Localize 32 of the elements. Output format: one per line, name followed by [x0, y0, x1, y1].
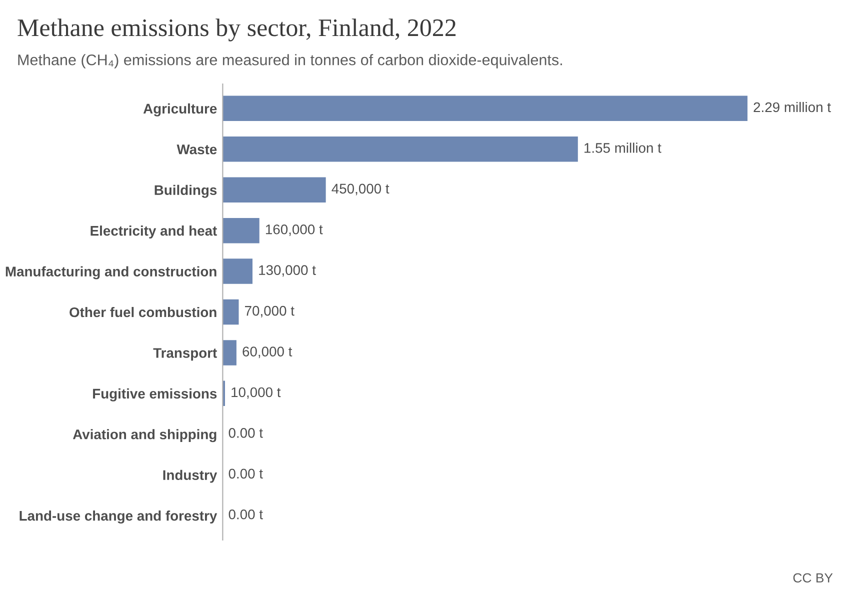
text: CC BY — [793, 573, 833, 583]
bar — [222, 340, 236, 366]
data-label: 0.00 t — [228, 509, 263, 520]
data-label: 70,000 t — [245, 306, 294, 318]
y-tick-label: Agriculture — [143, 103, 217, 116]
y-tick-label: Transport — [153, 348, 217, 361]
y-tick-label: Industry — [163, 470, 218, 483]
bar — [222, 258, 252, 284]
y-tick-label: Aviation and shipping — [72, 429, 216, 442]
data-label: 10,000 t — [232, 387, 281, 399]
data-label: 160,000 t — [266, 224, 323, 236]
data-label: 130,000 t — [259, 265, 316, 277]
data-label: 0.00 t — [228, 428, 263, 438]
chart-subtitle: Methane (CH₄) emissions are measured in tonnes of carbon dioxide-equivalents. — [18, 54, 562, 68]
y-tick-label: Buildings — [154, 184, 217, 198]
bar — [222, 218, 260, 244]
data-label: 450,000 t — [332, 184, 390, 196]
data-label: 2.29 million t — [754, 102, 831, 112]
data-label: 60,000 t — [242, 346, 292, 358]
y-tick-label: Waste — [176, 144, 217, 154]
y-tick-label: Land-use change and forestry — [20, 510, 218, 524]
y-tick-label: Manufacturing and construction — [6, 266, 216, 280]
data-label: 0.00 t — [228, 468, 263, 479]
bar — [222, 177, 326, 202]
y-tick-label: Electricity and heat — [90, 226, 217, 238]
y-tick-label: Fugitive emissions — [93, 388, 217, 402]
data-label: 1.55 million t — [584, 142, 662, 153]
y-tick-label: Other fuel combustion — [70, 306, 216, 318]
bar — [222, 299, 239, 325]
bar — [222, 136, 578, 162]
chart-title: Methane emissions by sector, Finland, 2022 — [18, 18, 456, 42]
bar — [222, 96, 748, 122]
